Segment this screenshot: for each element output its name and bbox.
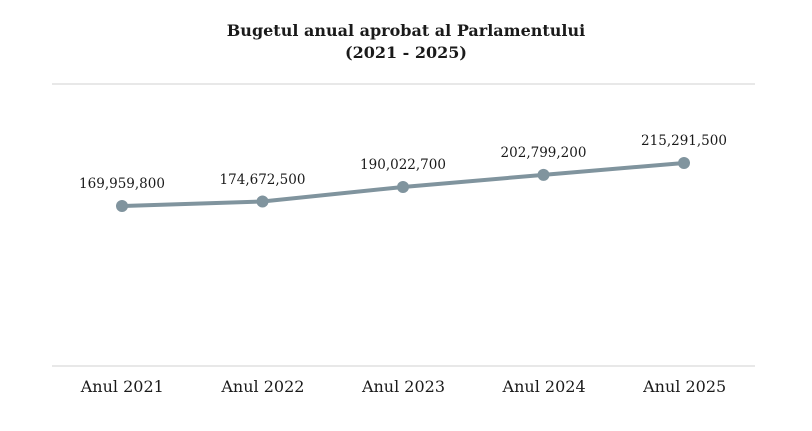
data-point-marker bbox=[256, 195, 269, 208]
data-point-label: 202,799,200 bbox=[500, 144, 587, 161]
data-point-label: 174,672,500 bbox=[219, 171, 306, 188]
x-axis: Anul 2021 Anul 2022 Anul 2023 Anul 2024 … bbox=[52, 377, 755, 396]
chart-title: Bugetul anual aprobat al Parlamentului bbox=[226, 21, 586, 40]
top-divider-line bbox=[52, 83, 755, 85]
data-point-label: 190,022,700 bbox=[360, 156, 446, 173]
chart-header: Bugetul anual aprobat al Parlamentului (… bbox=[0, 20, 812, 65]
data-point-marker bbox=[537, 168, 550, 181]
x-axis-line bbox=[52, 365, 755, 367]
x-axis-label: Anul 2024 bbox=[502, 377, 586, 396]
x-axis-label: Anul 2023 bbox=[361, 377, 446, 396]
x-axis-label: Anul 2022 bbox=[221, 377, 305, 396]
data-point-label: 215,291,500 bbox=[641, 133, 727, 149]
x-axis-label: Anul 2021 bbox=[80, 377, 164, 396]
data-point-marker bbox=[678, 157, 690, 169]
x-axis-label: Anul 2025 bbox=[643, 377, 727, 396]
data-point-marker bbox=[116, 200, 128, 212]
data-point-marker bbox=[397, 180, 409, 193]
data-point-label: 169,959,800 bbox=[79, 176, 165, 192]
chart-subtitle: (2021 - 2025) bbox=[345, 43, 467, 63]
